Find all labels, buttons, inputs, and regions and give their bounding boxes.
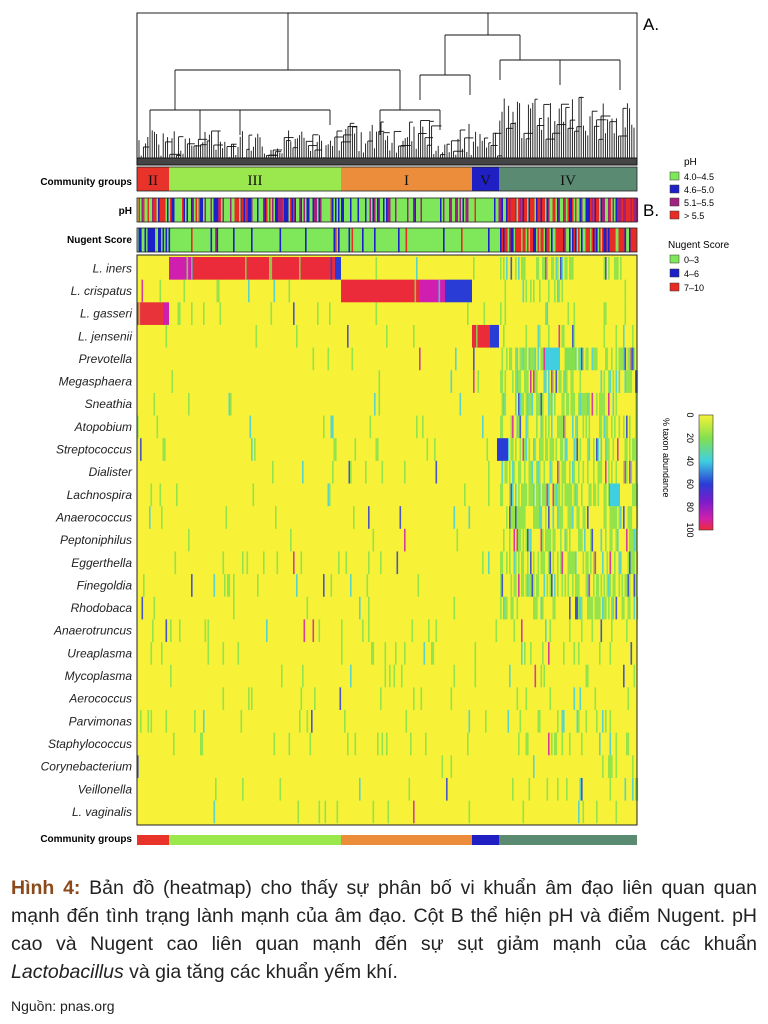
taxon-label: Peptoniphilus <box>60 533 132 547</box>
nugent-legend: 0–3 4–6 7–10 <box>669 254 704 293</box>
caption-text-1: Bản đồ (heatmap) cho thấy sự phân bố vi … <box>11 877 757 955</box>
source-note: Nguồn: pnas.org <box>11 998 115 1014</box>
taxon-label: Mycoplasma <box>65 669 133 683</box>
legend-item-label: 0–3 <box>684 255 699 265</box>
caption-text-2: và gia tăng các khuẩn yếm khí. <box>123 961 398 983</box>
scale-tick-label: 100 <box>685 522 695 537</box>
community-group-segment <box>472 167 499 191</box>
heatmap-figure: A. Community groups II III I V IV pH Nugent … <box>40 12 730 845</box>
community-group-segment <box>169 167 341 191</box>
taxon-label: Dialister <box>89 465 133 479</box>
community-groups-bottom-label: Community groups <box>40 834 132 845</box>
community-group-label: V <box>480 173 491 189</box>
dendrogram <box>136 12 638 166</box>
community-group-bottom-segment <box>499 835 637 845</box>
taxon-label: Veillonella <box>78 782 133 796</box>
scale-tick-label: 20 <box>685 433 695 443</box>
taxon-label: Eggerthella <box>71 556 132 570</box>
taxon-label: Lachnospira <box>67 488 133 502</box>
taxa-labels: L. iners L. crispatus L. gasseri L. jenseni… <box>41 261 133 819</box>
taxon-label: Corynebacterium <box>41 760 132 774</box>
taxon-label: Megasphaera <box>59 375 133 389</box>
community-groups-bar: II III I V IV <box>136 166 638 192</box>
community-group-bottom-segment <box>341 835 472 845</box>
scale-tick-label: 40 <box>685 456 695 466</box>
color-scale-title: % taxon abundance <box>661 418 671 498</box>
community-group-bottom-segment <box>137 835 169 845</box>
ph-legend-title: pH <box>684 157 697 168</box>
taxon-label: Parvimonas <box>69 714 132 728</box>
community-group-segment <box>341 167 472 191</box>
ph-legend: 4.0–4.5 4.6–5.0 5.1–5.5 > 5.5 <box>669 171 714 221</box>
legend-item-label: 4–6 <box>684 269 699 279</box>
caption-label: Hình 4: <box>11 877 81 899</box>
heatmap-body <box>137 255 639 825</box>
community-group-label: IV <box>560 173 576 189</box>
taxon-label: Anaerotruncus <box>53 624 132 638</box>
taxon-label: L. iners <box>93 261 132 275</box>
community-group-label: I <box>404 173 409 189</box>
taxon-label: Rhodobaca <box>71 601 133 615</box>
taxon-label: Staphylococcus <box>48 737 132 751</box>
community-group-bottom-segment <box>472 835 499 845</box>
caption-italic: Lactobacillus <box>11 961 124 983</box>
nugent-legend-title: Nugent Score <box>668 240 730 251</box>
taxon-label: Aerococcus <box>68 692 132 706</box>
panel-b-label: B. <box>643 201 659 220</box>
nugent-bar <box>136 227 638 253</box>
color-scale-ticks: 0 20 40 60 80 100 <box>685 412 695 537</box>
legend-item-label: 5.1–5.5 <box>684 198 714 208</box>
scale-tick-label: 60 <box>685 479 695 489</box>
taxon-label: Streptococcus <box>56 443 132 457</box>
color-scale-bar <box>698 414 714 531</box>
legend-swatch <box>669 268 680 278</box>
legend-swatch <box>669 197 680 207</box>
taxon-label: Sneathia <box>85 397 133 411</box>
taxon-label: Atopobium <box>74 420 132 434</box>
taxon-label: L. gasseri <box>80 307 132 321</box>
taxon-label: Ureaplasma <box>67 646 132 660</box>
panel-a-label: A. <box>643 15 659 34</box>
legend-swatch <box>669 184 680 194</box>
legend-swatch <box>669 254 680 264</box>
community-group-segment <box>137 167 169 191</box>
community-group-segment <box>499 167 637 191</box>
legend-swatch <box>669 282 680 292</box>
legend-swatch <box>669 210 680 220</box>
legend-swatch <box>669 171 680 181</box>
scale-tick-label: 80 <box>685 502 695 512</box>
scale-tick-label: 0 <box>685 412 695 417</box>
community-groups-bottom-bar <box>137 835 637 845</box>
community-group-bottom-segment <box>169 835 341 845</box>
figure-caption: Hình 4: Bản đồ (heatmap) cho thấy sự phâ… <box>11 874 757 986</box>
taxon-label: L. jensenii <box>78 329 132 343</box>
legend-item-label: 4.0–4.5 <box>684 172 714 182</box>
taxon-label: Anaerococcus <box>55 510 132 524</box>
community-groups-label: Community groups <box>40 177 132 188</box>
taxon-label: L. crispatus <box>71 284 132 298</box>
ph-bar <box>136 197 639 223</box>
taxon-label: Finegoldia <box>77 578 133 592</box>
ph-row-label: pH <box>119 206 132 217</box>
legend-item-label: > 5.5 <box>684 211 704 221</box>
legend-item-label: 4.6–5.0 <box>684 185 714 195</box>
taxon-label: Prevotella <box>79 352 133 366</box>
nugent-row-label: Nugent Score <box>67 235 132 246</box>
community-group-label: II <box>148 173 158 189</box>
community-group-label: III <box>248 173 263 189</box>
legend-item-label: 7–10 <box>684 283 704 293</box>
heatmap-frame <box>136 254 638 826</box>
taxon-label: L. vaginalis <box>72 805 132 819</box>
